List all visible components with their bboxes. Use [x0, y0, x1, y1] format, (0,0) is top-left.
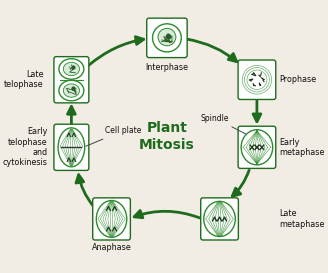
- FancyArrowPatch shape: [187, 39, 237, 62]
- Text: Late
telophase: Late telophase: [4, 70, 44, 90]
- FancyBboxPatch shape: [238, 126, 276, 168]
- FancyBboxPatch shape: [54, 57, 89, 103]
- FancyArrowPatch shape: [68, 106, 75, 123]
- Ellipse shape: [59, 59, 84, 79]
- Circle shape: [158, 28, 176, 46]
- Text: Plant
Mitosis: Plant Mitosis: [139, 121, 195, 152]
- Text: Interphase: Interphase: [145, 63, 188, 72]
- Text: Prophase: Prophase: [279, 75, 316, 84]
- Text: Spindle: Spindle: [201, 114, 246, 134]
- FancyArrowPatch shape: [89, 37, 144, 65]
- Circle shape: [153, 24, 181, 52]
- Ellipse shape: [63, 84, 79, 97]
- Text: Cell plate: Cell plate: [86, 126, 141, 146]
- FancyBboxPatch shape: [201, 198, 238, 240]
- FancyBboxPatch shape: [54, 124, 89, 170]
- FancyArrowPatch shape: [134, 210, 200, 218]
- FancyBboxPatch shape: [93, 198, 130, 240]
- FancyArrowPatch shape: [76, 175, 93, 206]
- Text: Early
metaphase: Early metaphase: [279, 138, 324, 157]
- Text: Early
telophase
and
cytokinesis: Early telophase and cytokinesis: [3, 127, 48, 167]
- Ellipse shape: [63, 62, 79, 76]
- FancyBboxPatch shape: [238, 60, 276, 99]
- FancyArrowPatch shape: [253, 101, 261, 122]
- Ellipse shape: [59, 80, 84, 101]
- Text: Anaphase: Anaphase: [92, 243, 132, 252]
- FancyArrowPatch shape: [232, 170, 249, 196]
- FancyBboxPatch shape: [147, 18, 187, 58]
- Text: Late
metaphase: Late metaphase: [279, 209, 324, 229]
